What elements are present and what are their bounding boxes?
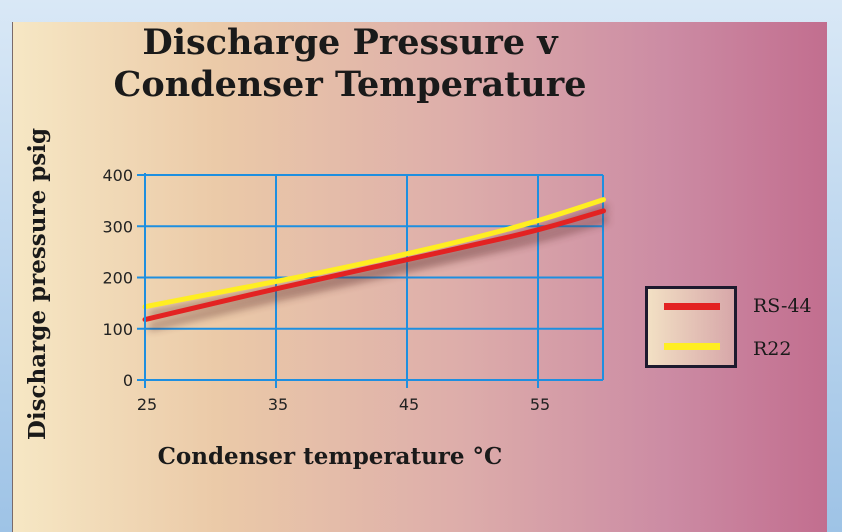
chart-title: Discharge Pressure v Condenser Temperatu… — [113, 22, 587, 105]
x-axis-label: Condenser temperature °C — [157, 443, 503, 470]
series-line-r22 — [142, 197, 606, 310]
y-tick-label-0: 0 — [123, 371, 133, 390]
legend — [645, 286, 737, 368]
x-tick-label-55: 55 — [530, 395, 550, 414]
y-tick-label-300: 300 — [102, 217, 133, 236]
series-shadow-0 — [148, 215, 609, 331]
legend-swatch-rs44 — [664, 303, 720, 310]
legend-swatch-r22 — [664, 343, 720, 350]
x-tick-label-35: 35 — [268, 395, 288, 414]
series-line-rs44 — [142, 208, 606, 323]
series-lines — [142, 197, 606, 323]
legend-label-rs44: RS-44 — [753, 295, 812, 317]
legend-label-r22: R22 — [753, 338, 792, 360]
axes: 0 100 200 300 400 25 35 45 55 — [102, 166, 603, 414]
y-tick-label-200: 200 — [102, 269, 133, 288]
y-tick-label-100: 100 — [102, 320, 133, 339]
y-tick-label-400: 400 — [102, 166, 133, 185]
x-tick-label-25: 25 — [137, 395, 157, 414]
x-tick-label-45: 45 — [399, 395, 419, 414]
